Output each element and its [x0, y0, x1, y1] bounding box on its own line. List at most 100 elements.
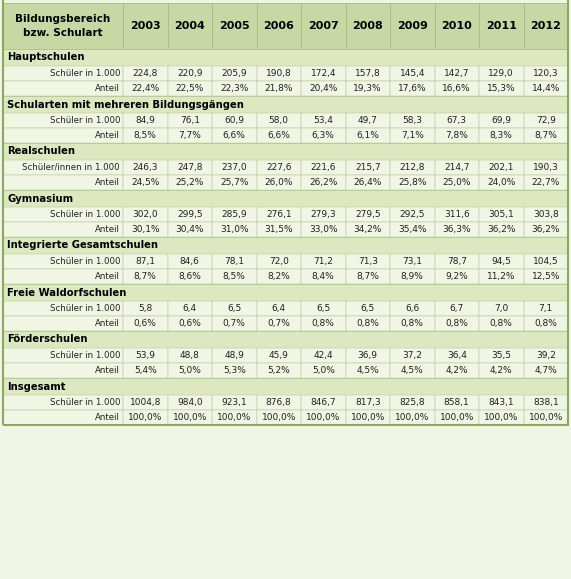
Bar: [123, 395, 167, 410]
Bar: [435, 160, 479, 175]
Text: 30,1%: 30,1%: [131, 225, 159, 234]
Text: 39,2: 39,2: [536, 351, 556, 360]
Text: 8,7%: 8,7%: [534, 131, 557, 140]
Bar: [301, 128, 345, 143]
Bar: [123, 160, 167, 175]
Bar: [212, 66, 256, 81]
Bar: [301, 269, 345, 284]
Text: 0,7%: 0,7%: [223, 319, 246, 328]
Bar: [435, 81, 479, 96]
Text: 227,6: 227,6: [266, 163, 292, 172]
Text: Förderschulen: Förderschulen: [7, 335, 87, 345]
Text: 214,7: 214,7: [444, 163, 469, 172]
Text: Insgesamt: Insgesamt: [7, 382, 66, 391]
Bar: [3, 160, 123, 175]
Bar: [435, 395, 479, 410]
Bar: [256, 348, 301, 363]
Text: 6,6%: 6,6%: [267, 131, 290, 140]
Text: 6,5: 6,5: [361, 304, 375, 313]
Text: 0,8%: 0,8%: [490, 319, 513, 328]
Bar: [524, 316, 568, 331]
Bar: [390, 66, 435, 81]
Text: 8,5%: 8,5%: [134, 131, 156, 140]
Text: 8,9%: 8,9%: [401, 272, 424, 281]
Bar: [435, 301, 479, 316]
Bar: [479, 410, 524, 425]
Bar: [3, 175, 123, 190]
Text: 7,1: 7,1: [538, 304, 553, 313]
Text: 6,7: 6,7: [449, 304, 464, 313]
Bar: [301, 3, 345, 49]
Text: 67,3: 67,3: [447, 116, 467, 125]
Bar: [3, 143, 568, 160]
Text: 24,0%: 24,0%: [487, 178, 516, 187]
Text: 8,5%: 8,5%: [223, 272, 246, 281]
Bar: [435, 207, 479, 222]
Bar: [3, 237, 568, 254]
Text: 224,8: 224,8: [132, 69, 158, 78]
Text: 4,5%: 4,5%: [401, 366, 424, 375]
Text: 72,0: 72,0: [269, 257, 289, 266]
Text: 923,1: 923,1: [222, 398, 247, 407]
Text: 7,7%: 7,7%: [178, 131, 201, 140]
Bar: [345, 160, 390, 175]
Bar: [479, 395, 524, 410]
Text: 100,0%: 100,0%: [395, 413, 429, 422]
Bar: [345, 363, 390, 378]
Bar: [301, 363, 345, 378]
Text: 7,1%: 7,1%: [401, 131, 424, 140]
Bar: [3, 395, 123, 410]
Bar: [479, 222, 524, 237]
Bar: [123, 316, 167, 331]
Text: 21,8%: 21,8%: [264, 84, 293, 93]
Text: 25,8%: 25,8%: [398, 178, 427, 187]
Text: 846,7: 846,7: [311, 398, 336, 407]
Bar: [301, 395, 345, 410]
Bar: [390, 222, 435, 237]
Text: Schüler in 1.000: Schüler in 1.000: [50, 257, 120, 266]
Text: 205,9: 205,9: [222, 69, 247, 78]
Bar: [390, 395, 435, 410]
Text: 11,2%: 11,2%: [487, 272, 516, 281]
Text: 48,8: 48,8: [180, 351, 200, 360]
Text: 5,2%: 5,2%: [267, 366, 290, 375]
Text: 33,0%: 33,0%: [309, 225, 337, 234]
Bar: [3, 49, 568, 66]
Bar: [123, 207, 167, 222]
Text: Schularten mit mehreren Bildungsgängen: Schularten mit mehreren Bildungsgängen: [7, 100, 244, 109]
Bar: [256, 410, 301, 425]
Bar: [345, 66, 390, 81]
Bar: [345, 81, 390, 96]
Text: 0,8%: 0,8%: [534, 319, 557, 328]
Bar: [212, 410, 256, 425]
Bar: [301, 160, 345, 175]
Text: 104,5: 104,5: [533, 257, 558, 266]
Text: 35,5: 35,5: [491, 351, 511, 360]
Text: 246,3: 246,3: [132, 163, 158, 172]
Text: Anteil: Anteil: [95, 84, 120, 93]
Bar: [524, 269, 568, 284]
Text: 100,0%: 100,0%: [529, 413, 563, 422]
Text: 302,0: 302,0: [132, 210, 158, 219]
Bar: [3, 190, 568, 207]
Bar: [345, 207, 390, 222]
Text: 37,2: 37,2: [403, 351, 422, 360]
Text: Anteil: Anteil: [95, 225, 120, 234]
Text: Schüler in 1.000: Schüler in 1.000: [50, 304, 120, 313]
Text: 2006: 2006: [263, 21, 294, 31]
Text: 220,9: 220,9: [177, 69, 203, 78]
Bar: [524, 363, 568, 378]
Text: 53,9: 53,9: [135, 351, 155, 360]
Text: Integrierte Gesamtschulen: Integrierte Gesamtschulen: [7, 240, 158, 251]
Bar: [167, 254, 212, 269]
Bar: [479, 363, 524, 378]
Text: 4,2%: 4,2%: [445, 366, 468, 375]
Bar: [3, 410, 123, 425]
Text: 237,0: 237,0: [222, 163, 247, 172]
Text: 145,4: 145,4: [400, 69, 425, 78]
Text: 5,8: 5,8: [138, 304, 152, 313]
Text: 2008: 2008: [352, 21, 383, 31]
Bar: [123, 3, 167, 49]
Bar: [212, 81, 256, 96]
Text: 87,1: 87,1: [135, 257, 155, 266]
